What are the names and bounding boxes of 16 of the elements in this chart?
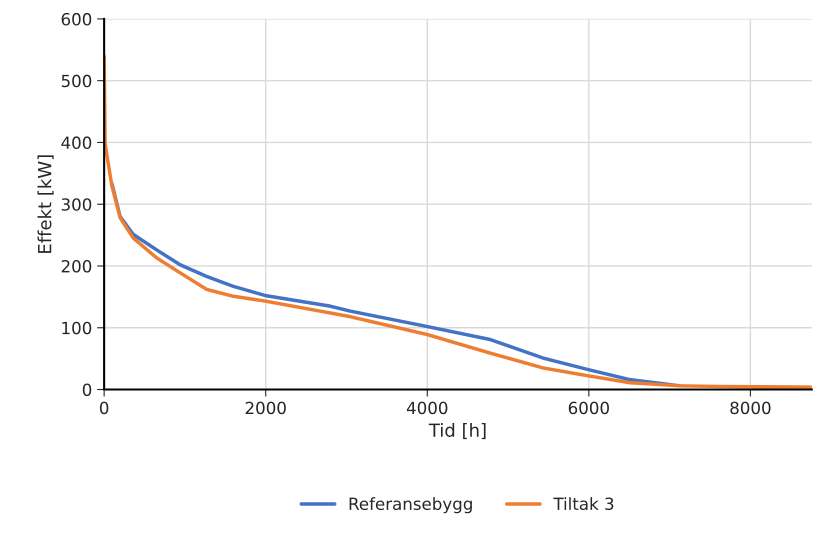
y-tick-label: 400 — [61, 136, 92, 150]
x-axis-title: Tid [h] — [428, 423, 486, 440]
x-tick-label: 0 — [100, 402, 108, 414]
legend-label: Referansebygg — [350, 497, 472, 514]
y-tick-label: 200 — [62, 260, 92, 273]
x-tick-label: 4000 — [406, 402, 448, 414]
x-tick-label: 2000 — [246, 402, 286, 414]
y-tick-label: 0 — [82, 383, 92, 396]
y-tick-label: 300 — [62, 198, 92, 211]
y-axis-title: Effekt [kW] — [37, 155, 54, 253]
legend-label: Tiltak 3 — [553, 497, 614, 510]
x-tick-label: 6000 — [568, 402, 609, 414]
y-tick-label: 600 — [62, 12, 92, 26]
y-tick-label: 500 — [62, 74, 92, 88]
y-tick-label: 100 — [62, 322, 92, 334]
x-tick-label: 8000 — [730, 402, 771, 414]
